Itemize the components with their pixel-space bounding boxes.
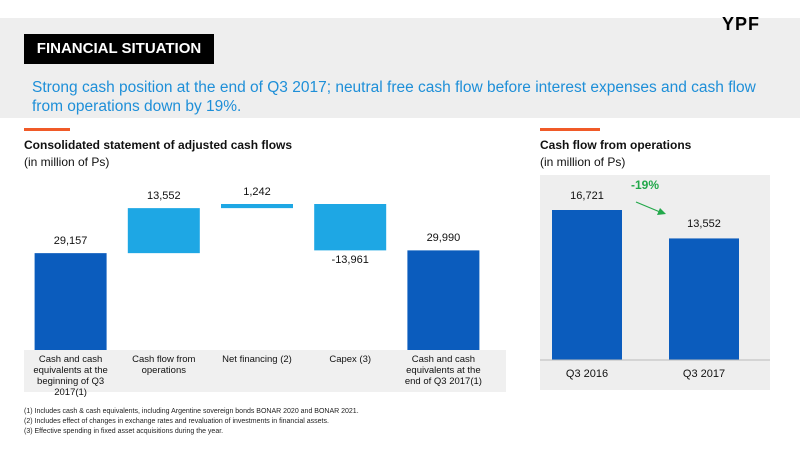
bar xyxy=(552,210,622,360)
chart-title: Consolidated statement of adjusted cash … xyxy=(24,138,293,152)
footnote: (1) Includes cash & cash equivalents, in… xyxy=(24,408,359,415)
value-label: 1,242 xyxy=(243,186,271,198)
bar xyxy=(221,204,293,209)
value-label: 13,552 xyxy=(146,190,181,203)
x-tick-label: Cash flow from operations xyxy=(132,354,196,376)
bar xyxy=(669,238,739,360)
x-tick-label: Cash and cash equivalents at the end of … xyxy=(404,354,482,387)
bar xyxy=(34,253,107,350)
bar xyxy=(407,250,480,350)
x-tick-label: Q3 2017 xyxy=(682,368,726,380)
x-tick-label: Cash and cash equivalents at the beginni… xyxy=(33,354,108,398)
label-panel xyxy=(24,350,506,392)
x-tick-label: Net financing (2) xyxy=(222,354,292,365)
value-label: -13,961 xyxy=(331,254,369,267)
value-label: 29,990 xyxy=(426,232,461,245)
value-label: 16,721 xyxy=(570,190,604,202)
logo: YPF xyxy=(722,14,761,34)
annotation: -19% xyxy=(630,178,659,192)
headline: Strong cash position at the end of Q3 20… xyxy=(32,79,756,115)
bar xyxy=(314,204,387,251)
chart-title: Cash flow from operations xyxy=(540,138,692,152)
value-label: 13,552 xyxy=(687,218,721,231)
chart-subtitle: (in million of Ps) xyxy=(540,155,626,169)
footnote: (2) Includes effect of changes in exchan… xyxy=(24,418,329,425)
x-tick-label: Capex (3) xyxy=(329,354,372,365)
accent-line xyxy=(24,128,70,131)
arrow-head xyxy=(657,208,666,215)
bar xyxy=(127,208,200,254)
value-label: 29,157 xyxy=(53,235,88,248)
accent-line xyxy=(540,128,600,131)
section-title: FINANCIAL SITUATION xyxy=(24,34,214,64)
chart-subtitle: (in million of Ps) xyxy=(24,155,110,169)
footnote: (3) Effective spending in fixed asset ac… xyxy=(24,428,224,435)
arrow xyxy=(635,201,661,213)
x-tick-label: Q3 2016 xyxy=(565,368,609,380)
